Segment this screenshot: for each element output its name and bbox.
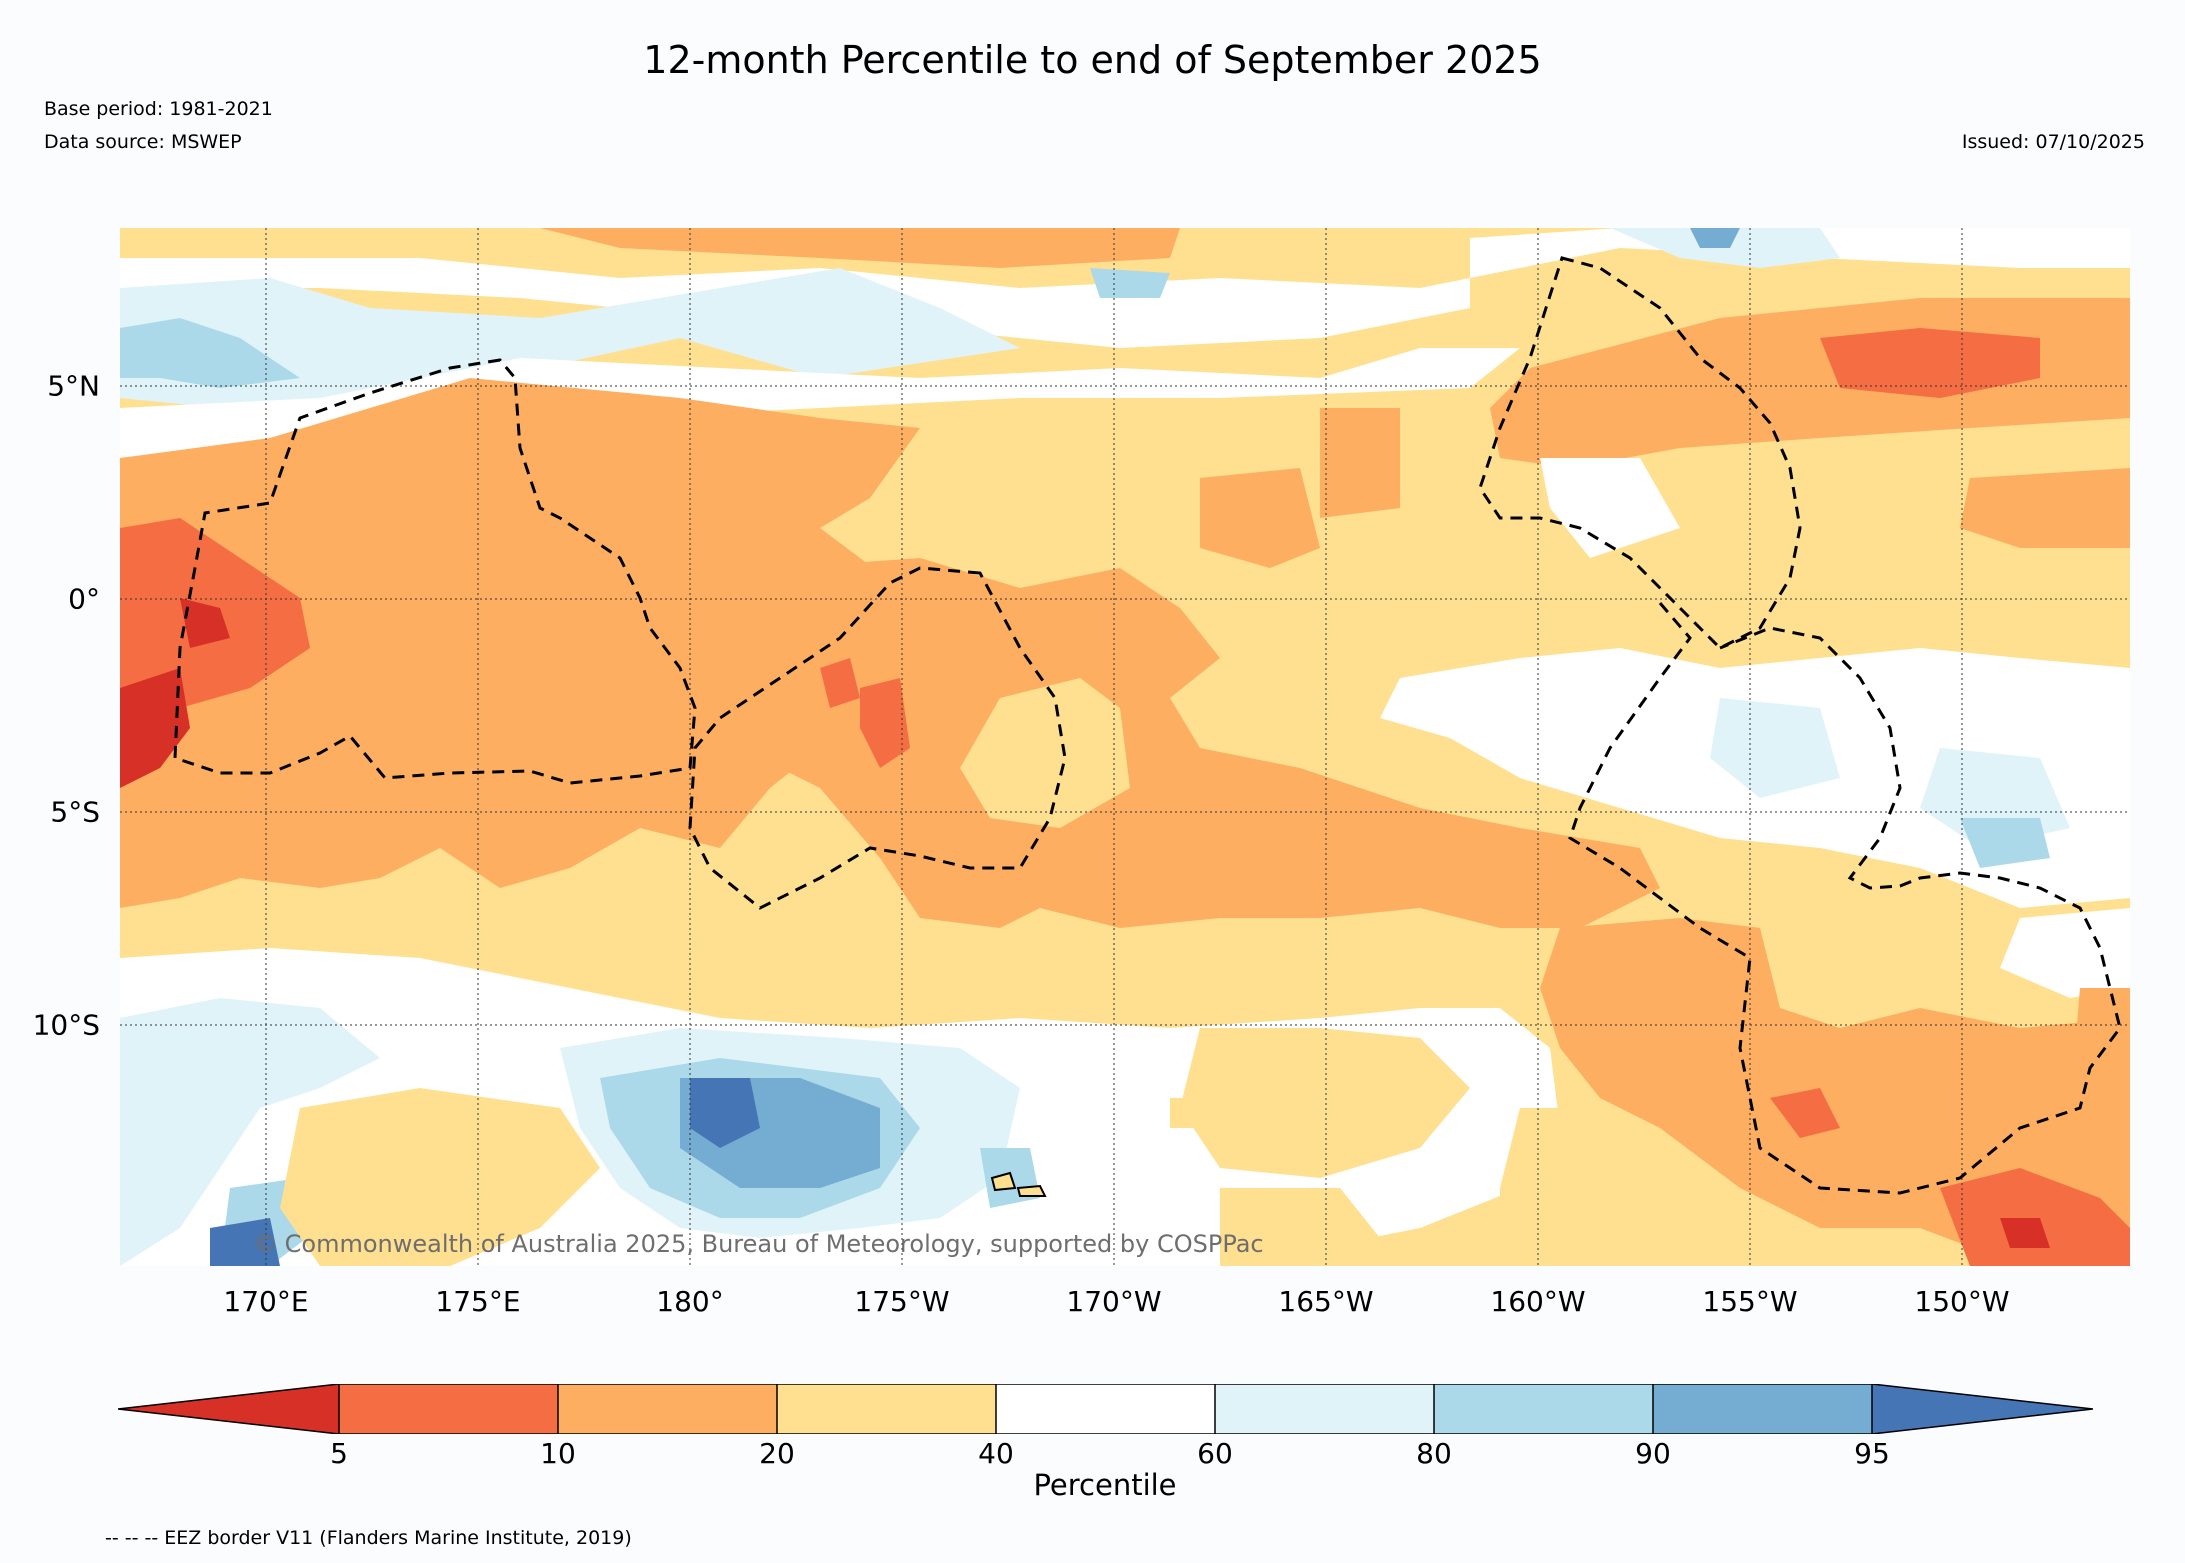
- colorbar-segment-5-10: [339, 1384, 558, 1434]
- lon-tick-165w: 165°W: [1278, 1285, 1374, 1318]
- islands: [990, 1171, 1047, 1197]
- colorbar-segment-10-20: [558, 1384, 777, 1434]
- region-south-yellow-4: [1500, 1108, 1620, 1266]
- eez-borders: [173, 256, 2122, 1195]
- colorbar-segment-60-80: [1215, 1384, 1434, 1434]
- colorbar-tick-5: 5: [330, 1437, 348, 1470]
- colorbar-tick-60: 60: [1197, 1437, 1233, 1470]
- region-east-lightblue: [1710, 698, 1840, 798]
- colorbar-segment-above-95: [1872, 1384, 2093, 1434]
- lat-tick-5n: 5°N: [47, 369, 100, 403]
- lon-tick-175w: 175°W: [854, 1285, 950, 1318]
- colorbar-segment-20-40: [777, 1384, 996, 1434]
- region-se-darkred: [2000, 1218, 2050, 1248]
- lon-tick-170e: 170°E: [223, 1285, 309, 1318]
- lon-tick-155w: 155°W: [1702, 1285, 1798, 1318]
- region-se-red: [1770, 1088, 1840, 1138]
- map-title: 12-month Percentile to end of September …: [643, 38, 1542, 82]
- colorbar-tick-20: 20: [759, 1437, 795, 1470]
- region-north-white-strip: [120, 348, 1520, 458]
- eez-footnote: -- -- -- EEZ border V11 (Flanders Marine…: [105, 1527, 632, 1549]
- region-e-orange: [1960, 468, 2130, 548]
- region-north-blue-3: [1690, 228, 1740, 248]
- region-center-yellow: [960, 678, 1130, 828]
- copyright-credit: © Commonwealth of Australia 2025, Bureau…: [253, 1230, 1264, 1258]
- region-north-blue: [120, 318, 300, 388]
- region-south-yellow-5: [1170, 1098, 1220, 1128]
- colorbar-segment-40-60: [996, 1384, 1215, 1434]
- region-south-darkblue-2: [210, 1218, 280, 1266]
- base-period: Base period: 1981-2021: [44, 98, 273, 120]
- region-east-blue: [1960, 818, 2050, 868]
- colorbar-tick-90: 90: [1635, 1437, 1671, 1470]
- lon-tick-180: 180°: [656, 1285, 724, 1318]
- region-south-yellow-3: [1220, 1188, 1380, 1266]
- region-west-darkred-2: [180, 598, 230, 648]
- region-north-orange: [540, 228, 1180, 268]
- colorbar-tick-40: 40: [978, 1437, 1014, 1470]
- eez-border-southern-line: [1568, 602, 2122, 1195]
- region-ne-red: [1820, 328, 2040, 398]
- region-west-orange: [120, 378, 920, 908]
- lat-tick-10s: 10°S: [32, 1008, 100, 1042]
- island-2: [1016, 1184, 1047, 1197]
- colorbar: [118, 1384, 2093, 1434]
- lon-tick-170w: 170°W: [1066, 1285, 1162, 1318]
- colorbar-tick-10: 10: [540, 1437, 576, 1470]
- lon-tick-150w: 150°W: [1914, 1285, 2010, 1318]
- eez-border-kiribati-gilbert: [173, 358, 697, 785]
- region-center-red-2: [860, 678, 910, 768]
- region-se-red-2: [1940, 1168, 2130, 1266]
- lon-tick-160w: 160°W: [1490, 1285, 1586, 1318]
- region-south-lightblue: [120, 998, 380, 1266]
- region-center-orange: [720, 558, 1660, 928]
- issued-date: Issued: 07/10/2025: [1961, 131, 2145, 153]
- region-north-blue-2: [1090, 268, 1170, 298]
- colorbar-tick-95: 95: [1854, 1437, 1890, 1470]
- eez-border-phoenix: [688, 566, 1067, 910]
- colorbar-segment-80-90: [1434, 1384, 1653, 1434]
- region-mid-white: [1540, 458, 1680, 558]
- colorbar-tick-80: 80: [1416, 1437, 1452, 1470]
- data-source: Data source: MSWEP: [44, 131, 242, 153]
- region-north-lightblue: [120, 268, 1020, 408]
- lat-tick-0: 0°: [68, 582, 100, 616]
- percentile-map: [120, 228, 2130, 1266]
- region-east-white-2: [2000, 908, 2130, 998]
- region-west-darkred: [120, 668, 190, 788]
- colorbar-segment-90-95: [1653, 1384, 1872, 1434]
- region-center-red: [820, 658, 860, 708]
- region-mid-orange-2: [1200, 468, 1320, 568]
- lat-tick-5s: 5°S: [50, 795, 100, 829]
- island-1: [990, 1171, 1017, 1192]
- region-south-darkblue: [690, 1078, 760, 1148]
- eez-border-line-islands: [1478, 256, 1802, 650]
- region-mid-orange-1: [1320, 408, 1400, 518]
- colorbar-label: Percentile: [1033, 1468, 1177, 1502]
- lon-tick-175e: 175°E: [435, 1285, 521, 1318]
- gridlines: [120, 228, 2130, 1266]
- region-south-yellow-2: [1180, 1028, 1470, 1178]
- region-south-yellow: [280, 1088, 600, 1266]
- colorbar-segment-below-5: [118, 1384, 339, 1434]
